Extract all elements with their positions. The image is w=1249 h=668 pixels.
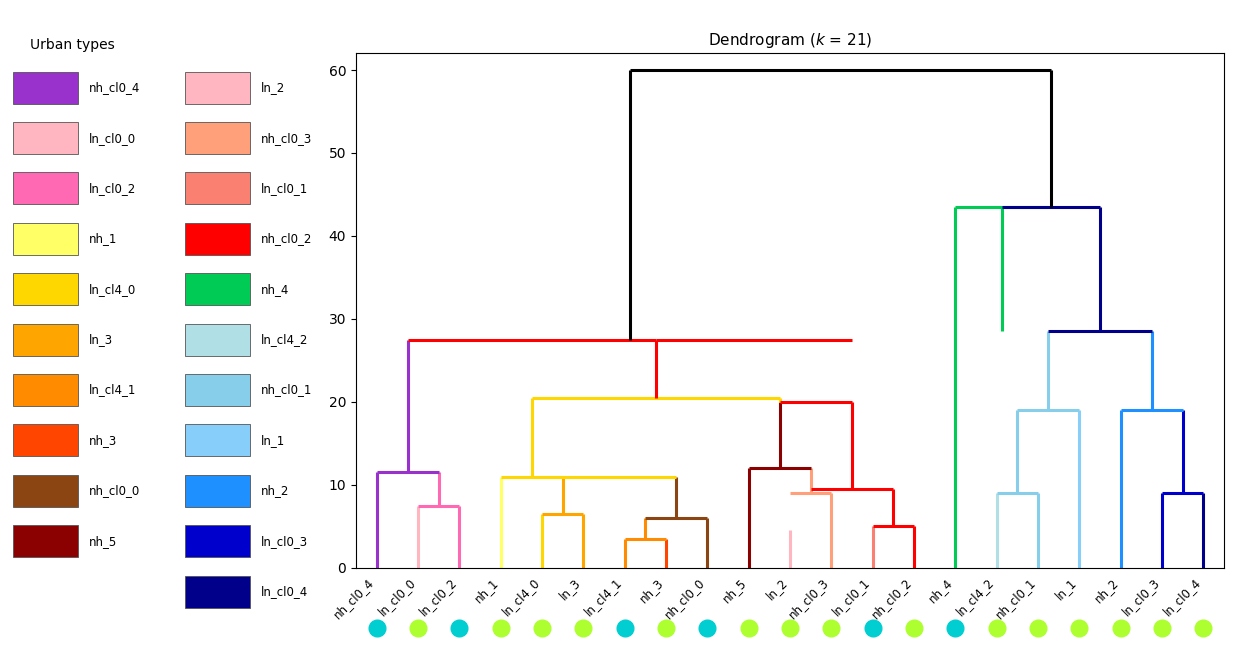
Text: nh_5: nh_5 [89,534,117,548]
FancyBboxPatch shape [12,323,79,355]
Text: Urban types: Urban types [30,39,115,53]
FancyBboxPatch shape [185,323,250,355]
Text: ln_3: ln_3 [89,333,112,346]
FancyBboxPatch shape [185,122,250,154]
FancyBboxPatch shape [185,273,250,305]
FancyBboxPatch shape [185,424,250,456]
FancyBboxPatch shape [12,525,79,557]
Text: ln_cl4_2: ln_cl4_2 [260,333,307,346]
FancyBboxPatch shape [12,273,79,305]
FancyBboxPatch shape [12,172,79,204]
Text: ln_cl0_3: ln_cl0_3 [260,534,307,548]
Text: ln_cl0_4: ln_cl0_4 [260,585,307,598]
Text: nh_1: nh_1 [89,232,117,245]
Text: nh_4: nh_4 [260,283,289,296]
FancyBboxPatch shape [12,223,79,255]
FancyBboxPatch shape [12,71,79,104]
FancyBboxPatch shape [12,374,79,406]
Text: ln_cl0_2: ln_cl0_2 [89,182,136,195]
Text: ln_cl0_0: ln_cl0_0 [89,132,136,144]
Text: nh_3: nh_3 [89,434,117,447]
Title: Dendrogram ($k$ = 21): Dendrogram ($k$ = 21) [708,31,872,50]
Text: ln_1: ln_1 [260,434,285,447]
Text: nh_cl0_4: nh_cl0_4 [89,81,140,94]
FancyBboxPatch shape [185,525,250,557]
FancyBboxPatch shape [185,71,250,104]
Text: ln_2: ln_2 [260,81,285,94]
Text: ln_cl0_1: ln_cl0_1 [260,182,307,195]
Text: nh_cl0_3: nh_cl0_3 [260,132,312,144]
FancyBboxPatch shape [12,122,79,154]
Text: ln_cl4_0: ln_cl4_0 [89,283,136,296]
Text: nh_cl0_0: nh_cl0_0 [89,484,140,497]
FancyBboxPatch shape [185,172,250,204]
FancyBboxPatch shape [185,475,250,507]
FancyBboxPatch shape [12,475,79,507]
Text: ln_cl4_1: ln_cl4_1 [89,383,136,397]
FancyBboxPatch shape [185,223,250,255]
Text: nh_2: nh_2 [260,484,289,497]
Text: nh_cl0_2: nh_cl0_2 [260,232,312,245]
FancyBboxPatch shape [185,576,250,608]
FancyBboxPatch shape [12,424,79,456]
FancyBboxPatch shape [185,374,250,406]
Text: nh_cl0_1: nh_cl0_1 [260,383,312,397]
